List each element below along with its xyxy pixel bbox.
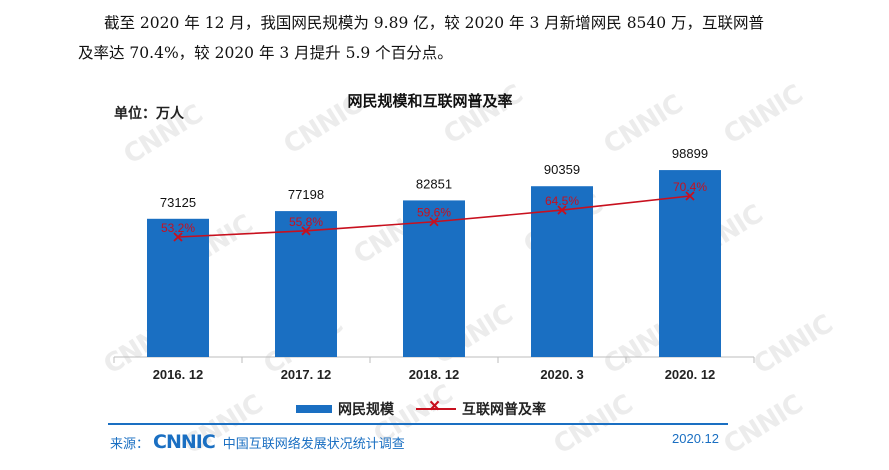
bar (403, 200, 465, 357)
line-point-marker (557, 205, 567, 215)
legend: 网民规模 互联网普及率 (296, 396, 546, 419)
bar-value-label: 82851 (416, 176, 452, 191)
line-point-marker (173, 232, 183, 242)
legend-line-swatch (416, 396, 456, 418)
bar-value-label: 77198 (288, 187, 324, 202)
paragraph-line-2: 及率达 70.4%，较 2020 年 3 月提升 5.9 个百分点。 (78, 44, 453, 62)
legend-bar-label: 网民规模 (338, 401, 394, 417)
line-value-label: 59.6% (417, 206, 451, 220)
x-tick-label: 2017. 12 (281, 367, 332, 382)
chart-title: 网民规模和互联网普及率 (347, 93, 513, 110)
source-line: 来源： CNNIC 中国互联网络发展状况统计调查 (110, 431, 405, 453)
x-tick-label: 2020. 3 (540, 367, 583, 382)
line-point-marker (429, 217, 439, 227)
bar (659, 170, 721, 357)
cnnic-logo: CNNIC (153, 431, 216, 453)
line-point-marker (685, 191, 695, 201)
line-value-label: 64.5% (545, 194, 579, 208)
line-value-label: 53.2% (161, 221, 195, 235)
x-tick-label: 2018. 12 (409, 367, 460, 382)
intro-paragraph: 截至 2020 年 12 月，我国网民规模为 9.89 亿，较 2020 年 3… (78, 8, 868, 68)
source-text: 中国互联网络发展状况统计调查 (222, 435, 405, 451)
line-value-label: 55.8% (289, 215, 323, 229)
source-divider (108, 423, 728, 425)
paragraph-line-1: 截至 2020 年 12 月，我国网民规模为 9.89 亿，较 2020 年 3… (104, 14, 765, 32)
source-date: 2020.12 (672, 431, 719, 446)
bar (275, 211, 337, 357)
unit-label: 单位：万人 (114, 105, 184, 121)
x-tick-label: 2016. 12 (153, 367, 204, 382)
bar (531, 186, 593, 357)
bar-value-label: 98899 (672, 146, 708, 161)
bar-value-label: 73125 (160, 195, 196, 210)
x-tick-label: 2020. 12 (665, 367, 716, 382)
line-point-marker (301, 226, 311, 236)
bar (147, 218, 209, 357)
bar-value-label: 90359 (544, 162, 580, 177)
legend-line-label: 互联网普及率 (462, 401, 546, 417)
line-value-label: 70.4% (673, 180, 707, 194)
source-label: 来源： (110, 435, 150, 451)
legend-bar-swatch (296, 405, 332, 413)
